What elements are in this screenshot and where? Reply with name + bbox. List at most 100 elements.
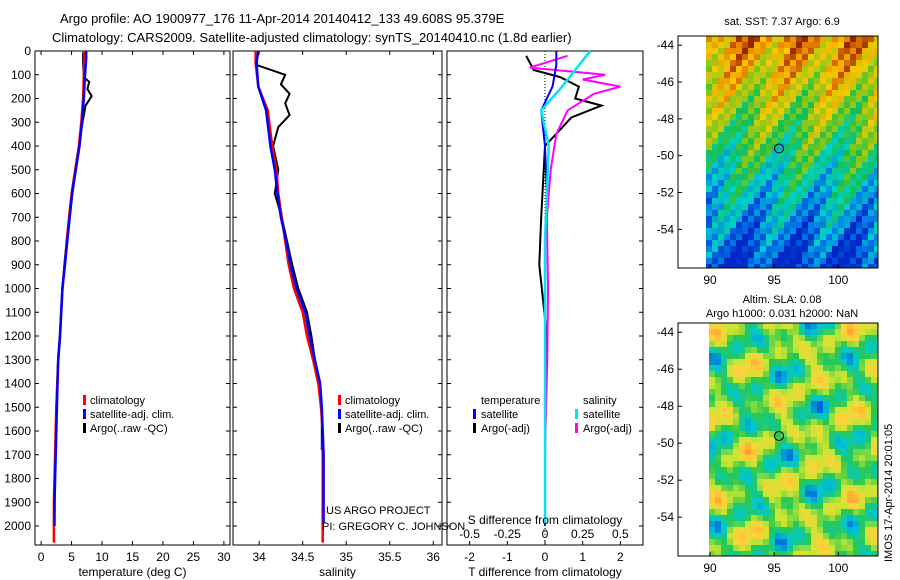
sla-field-cell [751,335,757,341]
sla-field-cell [775,497,781,503]
sla-field-cell [853,401,859,407]
sst-field-cell [754,246,760,252]
sla-field-cell [799,341,805,347]
sla-field-cell [817,545,823,551]
sla-field-cell [871,437,877,443]
sla-field-cell [715,461,721,467]
sla-field-cell [853,389,859,395]
sst-field-cell [874,162,878,168]
sst-field-cell [778,120,784,126]
sst-field-cell [832,66,838,72]
sla-field-cell [859,395,865,401]
sla-field-cell [763,371,769,377]
sst-field-cell [736,198,742,204]
sst-field-cell [730,156,736,162]
sst-field-cell [802,114,808,120]
sla-field-cell [733,515,739,521]
sla-field-cell [799,353,805,359]
sla-field-cell [709,407,715,413]
sla-field-cell [811,401,817,407]
sst-field-cell [760,174,766,180]
sst-field-cell [832,132,838,138]
sla-field-cell [829,509,835,515]
sla-field-cell [799,515,805,521]
sla-field-cell [733,461,739,467]
sla-field-cell [733,323,739,329]
sst-field-cell [850,54,856,60]
sla-field-cell [715,377,721,383]
sla-field-cell [763,533,769,539]
sst-field-cell [808,180,814,186]
sla-field-cell [817,479,823,485]
sla-field-cell [865,443,871,449]
sla-field-cell [775,377,781,383]
sla-field-cell [763,407,769,413]
map-lat-label: -50 [657,436,675,450]
sla-field-cell [769,365,775,371]
sst-field-cell [748,108,754,114]
sla-field-cell [763,455,769,461]
sst-field-cell [754,216,760,222]
diff-legend-temperature-header: temperature [481,395,540,407]
sla-field-cell [871,377,877,383]
sla-field-cell [865,389,871,395]
sla-field-cell [817,389,823,395]
sla-field-cell [781,515,787,521]
sla-field-cell [787,407,793,413]
sst-field-cell [874,222,878,228]
sst-field-cell [724,48,730,54]
sst-field-cell [844,180,850,186]
sst-field-cell [838,36,844,42]
sst-field-cell [706,216,712,222]
sla-field-cell [775,371,781,377]
sst-field-cell [724,156,730,162]
panel-frame-0 [34,50,231,546]
sla-field-cell [745,401,751,407]
sla-field-cell [841,443,847,449]
sla-field-cell [715,473,721,479]
sst-field-cell [820,210,826,216]
sst-field-cell [772,156,778,162]
sla-field-cell [751,329,757,335]
map-lat-label: -48 [657,399,675,413]
sla-field-cell [793,347,799,353]
sla-field-cell [715,437,721,443]
sst-field-cell [868,234,874,240]
sst-field-cell [772,192,778,198]
sst-field-cell [802,48,808,54]
sst-field-cell [778,252,784,258]
sla-field-cell [733,533,739,539]
sst-field-cell [772,78,778,84]
sst-field-cell [808,48,814,54]
sst-field-cell [808,246,814,252]
sst-field-cell [790,96,796,102]
sla-field-cell [775,413,781,419]
sst-field-cell [808,234,814,240]
sst-field-cell [868,36,874,42]
sla-field-cell [721,491,727,497]
sla-field-cell [763,479,769,485]
sla-field-cell [769,539,775,545]
sst-field-cell [820,54,826,60]
sst-field-cell [850,264,856,268]
sla-field-cell [709,503,715,509]
sst-field-cell [832,246,838,252]
sla-field-cell [823,527,829,533]
sst-field-cell [784,240,790,246]
sla-field-cell [835,401,841,407]
sst-field [706,36,878,268]
sst-field-cell [712,210,718,216]
sst-field-cell [778,96,784,102]
sst-field-cell [742,96,748,102]
sla-field-cell [781,341,787,347]
sla-field-cell [751,545,757,551]
sla-field-cell [739,461,745,467]
sla-field-cell [715,389,721,395]
sst-field-cell [712,102,718,108]
sst-field-cell [712,120,718,126]
sst-field-cell [754,36,760,42]
sla-field-cell [757,329,763,335]
sst-field-cell [856,162,862,168]
sst-field-cell [748,204,754,210]
sla-field-cell [853,503,859,509]
